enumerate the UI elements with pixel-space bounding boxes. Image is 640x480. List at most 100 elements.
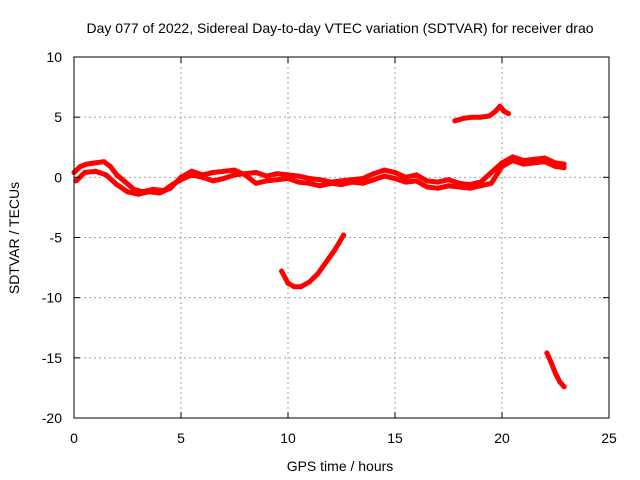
data-point xyxy=(413,172,419,178)
data-point xyxy=(210,170,216,175)
data-point xyxy=(189,168,195,174)
data-point xyxy=(452,118,458,124)
y-tick-label: 5 xyxy=(54,109,62,125)
chart-title: Day 077 of 2022, Sidereal Day-to-day VTE… xyxy=(86,20,593,36)
data-point xyxy=(324,259,329,265)
data-point xyxy=(306,176,312,181)
data-point xyxy=(101,159,107,165)
y-axis-label: SDTVAR / TECUs xyxy=(6,182,22,294)
y-tick-label: -10 xyxy=(42,290,62,306)
data-point xyxy=(467,185,473,191)
data-point xyxy=(274,177,280,183)
data-point xyxy=(125,189,130,195)
data-point xyxy=(488,180,494,186)
data-point xyxy=(114,172,120,178)
data-point xyxy=(371,171,377,177)
data-point xyxy=(291,284,297,290)
data-point xyxy=(553,371,558,376)
data-point xyxy=(371,177,377,183)
data-point xyxy=(497,103,503,109)
data-point xyxy=(82,170,88,175)
data-point xyxy=(499,164,505,169)
data-point xyxy=(542,159,548,165)
data-point xyxy=(360,176,366,181)
data-point xyxy=(553,164,558,169)
data-point xyxy=(435,185,441,191)
data-point xyxy=(285,176,291,181)
data-point xyxy=(486,113,492,119)
x-tick-label: 15 xyxy=(387,430,403,446)
data-point xyxy=(306,180,312,186)
data-point xyxy=(199,172,205,178)
series-layer xyxy=(71,103,567,390)
data-point xyxy=(232,172,237,178)
data-point xyxy=(501,108,507,114)
data-point xyxy=(360,180,366,186)
data-point xyxy=(221,176,227,181)
data-point xyxy=(557,379,563,385)
data-point xyxy=(221,168,227,174)
data-point xyxy=(306,279,312,285)
data-point xyxy=(339,182,344,188)
data-point xyxy=(413,178,419,184)
data-point xyxy=(122,179,128,185)
data-point xyxy=(210,178,216,184)
data-point xyxy=(424,178,430,184)
data-point xyxy=(446,177,451,183)
data-point xyxy=(461,115,466,121)
data-point xyxy=(232,167,237,173)
data-point xyxy=(77,164,83,169)
data-point xyxy=(478,114,484,120)
y-tick-label: 0 xyxy=(54,169,62,185)
data-point xyxy=(435,179,441,185)
data-point xyxy=(296,179,302,185)
data-point xyxy=(493,108,499,114)
data-point xyxy=(264,173,270,179)
tick-layer: 0 5 10 15 20 25 -20 -15 -10 -5 0 5 10 xyxy=(42,49,617,446)
grid-layer xyxy=(74,57,609,418)
data-point xyxy=(274,171,280,177)
data-point xyxy=(178,174,184,180)
data-point xyxy=(403,174,409,180)
data-point xyxy=(520,161,526,167)
x-tick-label: 20 xyxy=(494,430,510,446)
data-point xyxy=(488,170,494,175)
data-point xyxy=(469,114,475,120)
x-tick-label: 0 xyxy=(70,430,78,446)
data-point xyxy=(107,164,113,169)
data-point xyxy=(561,384,567,390)
data-point xyxy=(135,191,141,197)
x-tick-label: 5 xyxy=(177,430,185,446)
data-point xyxy=(242,172,248,178)
data-point xyxy=(478,183,484,189)
data-point xyxy=(510,158,516,163)
data-point xyxy=(253,170,259,175)
data-point xyxy=(332,247,338,252)
data-point xyxy=(505,111,511,117)
data-point xyxy=(341,232,347,238)
data-point xyxy=(392,176,398,181)
data-point xyxy=(561,165,567,171)
x-tick-label: 25 xyxy=(601,430,617,446)
data-point xyxy=(392,170,398,175)
data-point xyxy=(146,189,152,195)
data-point xyxy=(84,161,90,167)
data-point xyxy=(381,167,387,173)
data-point xyxy=(544,350,550,356)
data-point xyxy=(285,280,291,286)
data-point xyxy=(92,160,98,166)
data-point xyxy=(548,360,554,366)
data-point xyxy=(157,190,163,196)
y-tick-label: -15 xyxy=(42,350,62,366)
data-point xyxy=(446,183,451,189)
data-point xyxy=(456,184,462,190)
data-point xyxy=(328,180,334,186)
x-tick-label: 10 xyxy=(280,430,296,446)
data-point xyxy=(114,182,120,188)
y-tick-label: -5 xyxy=(50,230,63,246)
x-axis-label: GPS time / hours xyxy=(287,458,394,474)
data-point xyxy=(253,180,259,186)
data-point xyxy=(424,184,430,190)
